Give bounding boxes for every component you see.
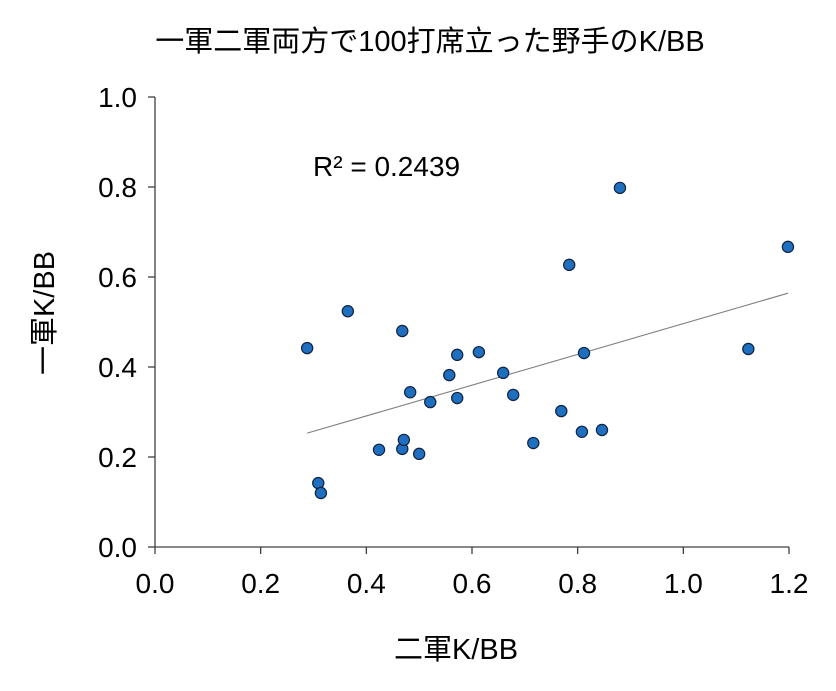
data-point [781, 240, 795, 254]
y-tick-label: 0.8 [98, 172, 137, 203]
y-axis-ticks: 0.0 0.2 0.4 0.6 0.8 1.0 [98, 82, 155, 563]
data-point [424, 395, 437, 409]
data-point [372, 443, 386, 456]
data-point [451, 348, 464, 362]
data-point [472, 345, 486, 359]
data-point [314, 486, 328, 500]
data-point [575, 425, 589, 438]
x-tick-label: 0.6 [453, 568, 492, 599]
axes: 0.0 0.2 0.4 0.6 0.8 1.0 1.2 0.0 0.2 0.4 0.6 0.8 1.0 [98, 82, 808, 599]
data-points [300, 181, 795, 500]
data-point [613, 181, 627, 195]
data-point [742, 342, 755, 356]
data-point [563, 258, 576, 272]
trendline-layer [307, 292, 789, 434]
y-tick-label: 0.6 [98, 262, 137, 293]
data-point [507, 388, 520, 402]
x-tick-label: 1.0 [664, 568, 703, 599]
data-point [396, 324, 409, 338]
y-axis-label: 一軍K/BB [29, 251, 61, 375]
x-axis-label: 二軍K/BB [394, 634, 518, 666]
data-point [451, 391, 464, 405]
data-point [595, 423, 609, 437]
data-point [403, 386, 417, 399]
x-tick-label: 0.4 [347, 568, 386, 599]
data-point [397, 433, 411, 447]
data-point [577, 346, 591, 360]
data-point [496, 366, 510, 380]
y-tick-label: 1.0 [98, 82, 137, 113]
x-tick-label: 0.2 [241, 568, 280, 599]
data-point [412, 447, 426, 461]
chart-title: 一軍二軍両方で100打席立った野手のK/BB [155, 25, 704, 58]
x-axis-ticks: 0.0 0.2 0.4 0.6 0.8 1.0 1.2 [136, 547, 809, 599]
data-point [300, 341, 314, 355]
x-tick-label: 1.2 [770, 568, 809, 599]
data-point [555, 404, 568, 418]
trendline [307, 292, 789, 434]
y-tick-label: 0.0 [98, 532, 137, 563]
x-tick-label: 0.8 [558, 568, 597, 599]
y-tick-label: 0.4 [98, 352, 137, 383]
data-point [443, 368, 456, 382]
r-squared-annotation: R² = 0.2439 [313, 151, 460, 182]
y-tick-label: 0.2 [98, 442, 137, 473]
data-point [527, 436, 540, 450]
data-point [341, 305, 355, 318]
x-tick-label: 0.0 [136, 568, 175, 599]
